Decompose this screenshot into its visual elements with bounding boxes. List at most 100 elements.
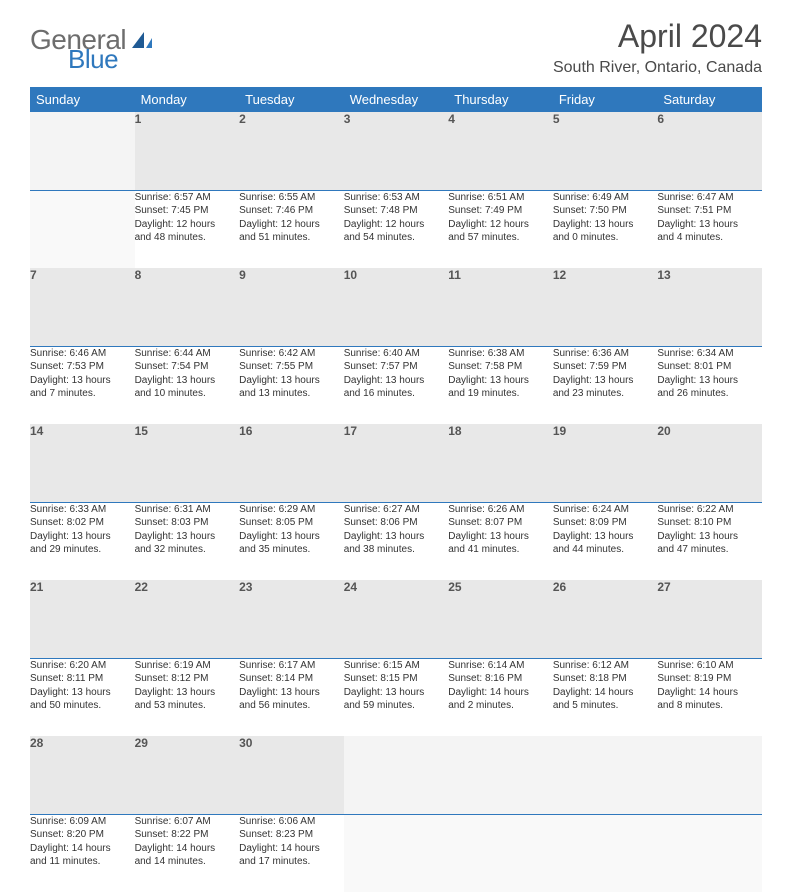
day-number-row: 282930 [30,736,762,814]
sunrise-text: Sunrise: 6:55 AM [239,191,344,205]
day-number: 9 [239,268,344,346]
sunrise-text: Sunrise: 6:14 AM [448,659,553,673]
day-number: 1 [135,112,240,190]
daylight-text: Daylight: 14 hours [30,842,135,856]
weekday-header: Monday [135,87,240,112]
daylight-text: Daylight: 13 hours [30,686,135,700]
day-cell: Sunrise: 6:27 AMSunset: 8:06 PMDaylight:… [344,502,449,580]
weekday-header: Sunday [30,87,135,112]
daylight-text: and 59 minutes. [344,699,449,713]
sunrise-text: Sunrise: 6:22 AM [657,503,762,517]
day-cell [30,190,135,268]
daylight-text: Daylight: 13 hours [30,530,135,544]
sunset-text: Sunset: 8:02 PM [30,516,135,530]
day-number: 19 [553,424,658,502]
day-cell: Sunrise: 6:46 AMSunset: 7:53 PMDaylight:… [30,346,135,424]
day-number: 17 [344,424,449,502]
day-number-row: 14151617181920 [30,424,762,502]
day-cell: Sunrise: 6:12 AMSunset: 8:18 PMDaylight:… [553,658,658,736]
sunset-text: Sunset: 8:06 PM [344,516,449,530]
daylight-text: and 47 minutes. [657,543,762,557]
weekday-header: Saturday [657,87,762,112]
day-number [448,736,553,814]
day-number: 12 [553,268,658,346]
daylight-text: and 10 minutes. [135,387,240,401]
sunrise-text: Sunrise: 6:42 AM [239,347,344,361]
day-number [344,736,449,814]
day-number: 29 [135,736,240,814]
sunset-text: Sunset: 7:58 PM [448,360,553,374]
day-cell [344,814,449,892]
sunset-text: Sunset: 8:16 PM [448,672,553,686]
day-cell: Sunrise: 6:31 AMSunset: 8:03 PMDaylight:… [135,502,240,580]
day-cell: Sunrise: 6:53 AMSunset: 7:48 PMDaylight:… [344,190,449,268]
daylight-text: and 4 minutes. [657,231,762,245]
sunset-text: Sunset: 7:48 PM [344,204,449,218]
day-cell: Sunrise: 6:49 AMSunset: 7:50 PMDaylight:… [553,190,658,268]
day-number: 27 [657,580,762,658]
weekday-header-row: Sunday Monday Tuesday Wednesday Thursday… [30,87,762,112]
sunset-text: Sunset: 7:54 PM [135,360,240,374]
day-number: 14 [30,424,135,502]
day-cell: Sunrise: 6:17 AMSunset: 8:14 PMDaylight:… [239,658,344,736]
day-number: 15 [135,424,240,502]
daylight-text: Daylight: 13 hours [553,530,658,544]
day-cell [553,814,658,892]
logo-sail-icon [130,30,154,50]
day-number: 25 [448,580,553,658]
day-cell: Sunrise: 6:10 AMSunset: 8:19 PMDaylight:… [657,658,762,736]
weekday-header: Tuesday [239,87,344,112]
sunset-text: Sunset: 8:20 PM [30,828,135,842]
day-cell: Sunrise: 6:40 AMSunset: 7:57 PMDaylight:… [344,346,449,424]
day-number: 24 [344,580,449,658]
day-cell [448,814,553,892]
daylight-text: Daylight: 13 hours [448,374,553,388]
day-number: 3 [344,112,449,190]
sunrise-text: Sunrise: 6:36 AM [553,347,658,361]
day-cell: Sunrise: 6:07 AMSunset: 8:22 PMDaylight:… [135,814,240,892]
daylight-text: Daylight: 14 hours [239,842,344,856]
logo: General Blue [30,24,158,56]
daylight-text: and 0 minutes. [553,231,658,245]
sunrise-text: Sunrise: 6:38 AM [448,347,553,361]
daylight-text: Daylight: 14 hours [657,686,762,700]
day-cell: Sunrise: 6:14 AMSunset: 8:16 PMDaylight:… [448,658,553,736]
header: General Blue April 2024 South River, Ont… [30,18,762,77]
sunset-text: Sunset: 7:49 PM [448,204,553,218]
daylight-text: Daylight: 13 hours [135,686,240,700]
daylight-text: and 50 minutes. [30,699,135,713]
day-number: 28 [30,736,135,814]
day-cell: Sunrise: 6:20 AMSunset: 8:11 PMDaylight:… [30,658,135,736]
daylight-text: and 11 minutes. [30,855,135,869]
daylight-text: and 19 minutes. [448,387,553,401]
daylight-text: Daylight: 13 hours [135,530,240,544]
sunset-text: Sunset: 8:19 PM [657,672,762,686]
sunrise-text: Sunrise: 6:29 AM [239,503,344,517]
day-number: 11 [448,268,553,346]
daylight-text: Daylight: 13 hours [657,374,762,388]
sunset-text: Sunset: 7:59 PM [553,360,658,374]
daylight-text: Daylight: 13 hours [553,374,658,388]
daylight-text: and 35 minutes. [239,543,344,557]
day-cell: Sunrise: 6:22 AMSunset: 8:10 PMDaylight:… [657,502,762,580]
day-number: 23 [239,580,344,658]
daylight-text: and 13 minutes. [239,387,344,401]
daylight-text: and 53 minutes. [135,699,240,713]
daylight-text: and 29 minutes. [30,543,135,557]
sunrise-text: Sunrise: 6:07 AM [135,815,240,829]
day-number: 7 [30,268,135,346]
daylight-text: Daylight: 13 hours [344,530,449,544]
daylight-text: Daylight: 13 hours [135,374,240,388]
daylight-text: Daylight: 13 hours [239,686,344,700]
sunset-text: Sunset: 7:45 PM [135,204,240,218]
weekday-header: Thursday [448,87,553,112]
calendar-table: Sunday Monday Tuesday Wednesday Thursday… [30,87,762,892]
daylight-text: Daylight: 13 hours [239,530,344,544]
sunrise-text: Sunrise: 6:12 AM [553,659,658,673]
sunrise-text: Sunrise: 6:20 AM [30,659,135,673]
day-number: 26 [553,580,658,658]
day-content-row: Sunrise: 6:46 AMSunset: 7:53 PMDaylight:… [30,346,762,424]
day-number [553,736,658,814]
sunrise-text: Sunrise: 6:40 AM [344,347,449,361]
day-cell: Sunrise: 6:57 AMSunset: 7:45 PMDaylight:… [135,190,240,268]
